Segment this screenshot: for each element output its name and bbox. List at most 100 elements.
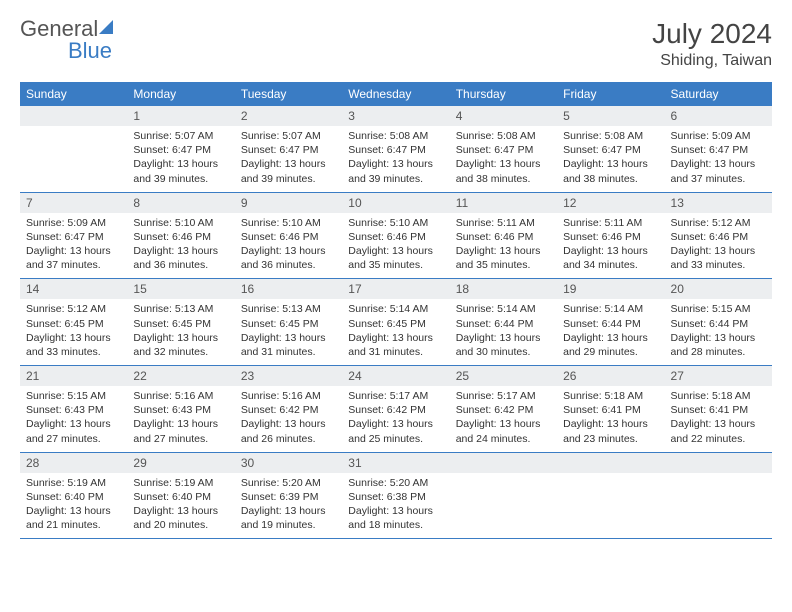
day-details: Sunrise: 5:11 AMSunset: 6:46 PMDaylight:…: [557, 213, 664, 279]
calendar-day-cell: 29Sunrise: 5:19 AMSunset: 6:40 PMDayligh…: [127, 452, 234, 539]
day-number: 18: [450, 279, 557, 299]
day-number: 11: [450, 193, 557, 213]
calendar-day-cell: 23Sunrise: 5:16 AMSunset: 6:42 PMDayligh…: [235, 366, 342, 453]
month-title: July 2024: [652, 18, 772, 50]
day-number: 1: [127, 106, 234, 126]
day-number: [557, 453, 664, 473]
day-number: 22: [127, 366, 234, 386]
calendar-empty-cell: [20, 106, 127, 192]
day-number: 25: [450, 366, 557, 386]
day-details: Sunrise: 5:07 AMSunset: 6:47 PMDaylight:…: [235, 126, 342, 192]
weekday-header: Monday: [127, 82, 234, 106]
day-details: Sunrise: 5:10 AMSunset: 6:46 PMDaylight:…: [127, 213, 234, 279]
weekday-header: Tuesday: [235, 82, 342, 106]
calendar-day-cell: 22Sunrise: 5:16 AMSunset: 6:43 PMDayligh…: [127, 366, 234, 453]
weekday-header: Saturday: [665, 82, 772, 106]
calendar-day-cell: 6Sunrise: 5:09 AMSunset: 6:47 PMDaylight…: [665, 106, 772, 192]
day-details: Sunrise: 5:18 AMSunset: 6:41 PMDaylight:…: [665, 386, 772, 452]
day-details: Sunrise: 5:20 AMSunset: 6:39 PMDaylight:…: [235, 473, 342, 539]
day-details: Sunrise: 5:12 AMSunset: 6:45 PMDaylight:…: [20, 299, 127, 365]
day-number: 30: [235, 453, 342, 473]
calendar-week-row: 1Sunrise: 5:07 AMSunset: 6:47 PMDaylight…: [20, 106, 772, 192]
day-details: Sunrise: 5:12 AMSunset: 6:46 PMDaylight:…: [665, 213, 772, 279]
calendar-empty-cell: [557, 452, 664, 539]
calendar-week-row: 28Sunrise: 5:19 AMSunset: 6:40 PMDayligh…: [20, 452, 772, 539]
logo-triangle-icon: [99, 20, 113, 34]
calendar-day-cell: 7Sunrise: 5:09 AMSunset: 6:47 PMDaylight…: [20, 192, 127, 279]
header: GeneralBlue July 2024 Shiding, Taiwan: [20, 18, 772, 70]
day-details: Sunrise: 5:16 AMSunset: 6:42 PMDaylight:…: [235, 386, 342, 452]
day-number: 17: [342, 279, 449, 299]
weekday-header: Friday: [557, 82, 664, 106]
day-details: Sunrise: 5:11 AMSunset: 6:46 PMDaylight:…: [450, 213, 557, 279]
calendar-day-cell: 30Sunrise: 5:20 AMSunset: 6:39 PMDayligh…: [235, 452, 342, 539]
day-number: 26: [557, 366, 664, 386]
day-number: 7: [20, 193, 127, 213]
day-details: Sunrise: 5:13 AMSunset: 6:45 PMDaylight:…: [235, 299, 342, 365]
calendar-empty-cell: [665, 452, 772, 539]
day-number: 27: [665, 366, 772, 386]
day-number: [20, 106, 127, 126]
day-details: Sunrise: 5:13 AMSunset: 6:45 PMDaylight:…: [127, 299, 234, 365]
day-number: 21: [20, 366, 127, 386]
calendar-day-cell: 1Sunrise: 5:07 AMSunset: 6:47 PMDaylight…: [127, 106, 234, 192]
logo: GeneralBlue: [20, 18, 115, 62]
weekday-row: SundayMondayTuesdayWednesdayThursdayFrid…: [20, 82, 772, 106]
calendar-empty-cell: [450, 452, 557, 539]
day-details: Sunrise: 5:17 AMSunset: 6:42 PMDaylight:…: [450, 386, 557, 452]
calendar-body: 1Sunrise: 5:07 AMSunset: 6:47 PMDaylight…: [20, 106, 772, 539]
day-details: Sunrise: 5:14 AMSunset: 6:45 PMDaylight:…: [342, 299, 449, 365]
day-details: Sunrise: 5:18 AMSunset: 6:41 PMDaylight:…: [557, 386, 664, 452]
day-details: Sunrise: 5:17 AMSunset: 6:42 PMDaylight:…: [342, 386, 449, 452]
weekday-header: Wednesday: [342, 82, 449, 106]
day-details: Sunrise: 5:10 AMSunset: 6:46 PMDaylight:…: [342, 213, 449, 279]
calendar-day-cell: 3Sunrise: 5:08 AMSunset: 6:47 PMDaylight…: [342, 106, 449, 192]
day-details: Sunrise: 5:07 AMSunset: 6:47 PMDaylight:…: [127, 126, 234, 192]
calendar-day-cell: 17Sunrise: 5:14 AMSunset: 6:45 PMDayligh…: [342, 279, 449, 366]
day-number: 31: [342, 453, 449, 473]
calendar-day-cell: 12Sunrise: 5:11 AMSunset: 6:46 PMDayligh…: [557, 192, 664, 279]
day-details: Sunrise: 5:09 AMSunset: 6:47 PMDaylight:…: [20, 213, 127, 279]
calendar-day-cell: 18Sunrise: 5:14 AMSunset: 6:44 PMDayligh…: [450, 279, 557, 366]
day-number: 24: [342, 366, 449, 386]
calendar-day-cell: 4Sunrise: 5:08 AMSunset: 6:47 PMDaylight…: [450, 106, 557, 192]
day-details: Sunrise: 5:09 AMSunset: 6:47 PMDaylight:…: [665, 126, 772, 192]
day-details: Sunrise: 5:19 AMSunset: 6:40 PMDaylight:…: [20, 473, 127, 539]
title-block: July 2024 Shiding, Taiwan: [652, 18, 772, 70]
day-number: [450, 453, 557, 473]
calendar-week-row: 14Sunrise: 5:12 AMSunset: 6:45 PMDayligh…: [20, 279, 772, 366]
calendar-day-cell: 14Sunrise: 5:12 AMSunset: 6:45 PMDayligh…: [20, 279, 127, 366]
day-number: 9: [235, 193, 342, 213]
location-label: Shiding, Taiwan: [652, 52, 772, 70]
calendar-day-cell: 24Sunrise: 5:17 AMSunset: 6:42 PMDayligh…: [342, 366, 449, 453]
day-number: 14: [20, 279, 127, 299]
day-details: Sunrise: 5:20 AMSunset: 6:38 PMDaylight:…: [342, 473, 449, 539]
calendar-day-cell: 9Sunrise: 5:10 AMSunset: 6:46 PMDaylight…: [235, 192, 342, 279]
day-number: 23: [235, 366, 342, 386]
day-number: [665, 453, 772, 473]
calendar-day-cell: 16Sunrise: 5:13 AMSunset: 6:45 PMDayligh…: [235, 279, 342, 366]
day-details: Sunrise: 5:14 AMSunset: 6:44 PMDaylight:…: [450, 299, 557, 365]
day-number: 15: [127, 279, 234, 299]
day-number: 8: [127, 193, 234, 213]
calendar-day-cell: 20Sunrise: 5:15 AMSunset: 6:44 PMDayligh…: [665, 279, 772, 366]
day-number: 10: [342, 193, 449, 213]
day-details: Sunrise: 5:10 AMSunset: 6:46 PMDaylight:…: [235, 213, 342, 279]
calendar-table: SundayMondayTuesdayWednesdayThursdayFrid…: [20, 82, 772, 539]
day-details: Sunrise: 5:14 AMSunset: 6:44 PMDaylight:…: [557, 299, 664, 365]
day-number: 6: [665, 106, 772, 126]
calendar-day-cell: 13Sunrise: 5:12 AMSunset: 6:46 PMDayligh…: [665, 192, 772, 279]
calendar-day-cell: 11Sunrise: 5:11 AMSunset: 6:46 PMDayligh…: [450, 192, 557, 279]
weekday-header: Thursday: [450, 82, 557, 106]
day-number: 19: [557, 279, 664, 299]
weekday-header: Sunday: [20, 82, 127, 106]
calendar-day-cell: 25Sunrise: 5:17 AMSunset: 6:42 PMDayligh…: [450, 366, 557, 453]
calendar-day-cell: 8Sunrise: 5:10 AMSunset: 6:46 PMDaylight…: [127, 192, 234, 279]
calendar-day-cell: 27Sunrise: 5:18 AMSunset: 6:41 PMDayligh…: [665, 366, 772, 453]
calendar-head: SundayMondayTuesdayWednesdayThursdayFrid…: [20, 82, 772, 106]
day-number: 2: [235, 106, 342, 126]
logo-text-part2: Blue: [68, 38, 112, 63]
calendar-day-cell: 31Sunrise: 5:20 AMSunset: 6:38 PMDayligh…: [342, 452, 449, 539]
calendar-day-cell: 10Sunrise: 5:10 AMSunset: 6:46 PMDayligh…: [342, 192, 449, 279]
calendar-day-cell: 5Sunrise: 5:08 AMSunset: 6:47 PMDaylight…: [557, 106, 664, 192]
